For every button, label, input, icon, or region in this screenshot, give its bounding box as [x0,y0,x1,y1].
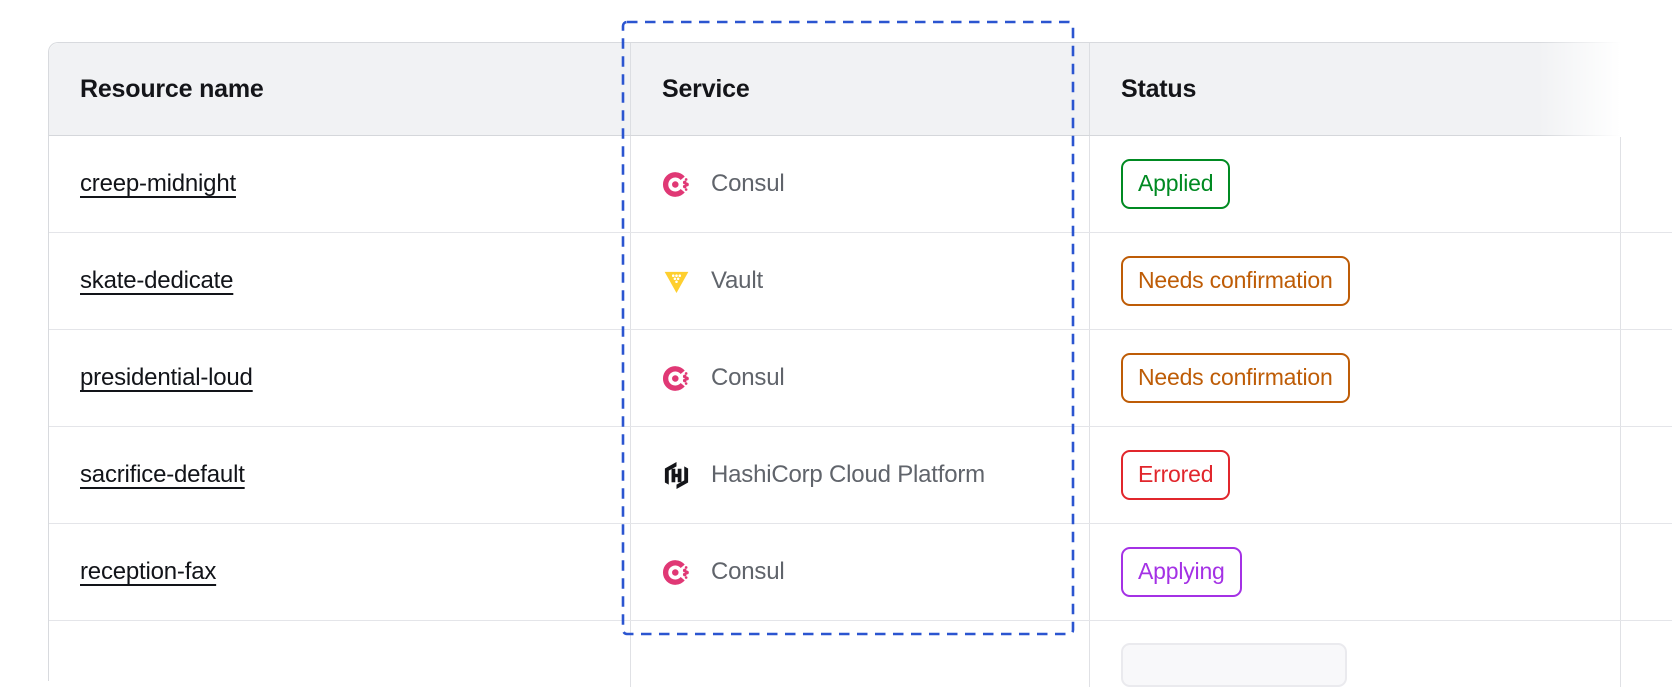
service-label: Consul [711,170,785,197]
resource-link[interactable]: reception-fax [80,558,217,585]
status-badge: Applying [1121,547,1242,597]
vault-icon [664,271,689,293]
column-header-extra [1621,43,1672,135]
hashicorp-icon [664,461,689,489]
consul-icon [663,171,689,197]
consul-icon [663,559,689,585]
table-row: reception-fax Consul Applying [49,524,1672,621]
status-badge: Errored [1121,450,1231,500]
service-label: Consul [711,558,785,585]
resource-link[interactable]: skate-dedicate [80,267,234,294]
table-row: sacrifice-default HashiCorp Cloud Platfo… [49,427,1672,524]
service-label: Vault [711,267,763,294]
status-badge: Needs confirmation [1121,256,1350,306]
resource-link[interactable]: sacrifice-default [80,461,245,488]
column-header-status: Status [1090,43,1621,135]
consul-icon [663,365,689,391]
table-row: presidential-loud Consul Needs confirmat… [49,330,1672,427]
status-badge: Applied [1121,159,1231,209]
table-row-partial [49,621,1672,687]
status-badge-partial [1121,643,1347,687]
resource-link[interactable]: presidential-loud [80,364,253,391]
table-row: creep-midnight Consul Applied [49,136,1672,233]
service-label: Consul [711,364,785,391]
column-header-service: Service [631,43,1090,135]
resources-table: Resource name Service Status creep-midni… [48,42,1672,687]
resource-link[interactable]: creep-midnight [80,170,236,197]
service-label: HashiCorp Cloud Platform [711,461,985,488]
column-header-resource-name: Resource name [49,43,631,135]
table-row: skate-dedicate Vault Needs confirmation [49,233,1672,330]
status-badge: Needs confirmation [1121,353,1350,403]
table-header-row: Resource name Service Status [49,43,1672,136]
